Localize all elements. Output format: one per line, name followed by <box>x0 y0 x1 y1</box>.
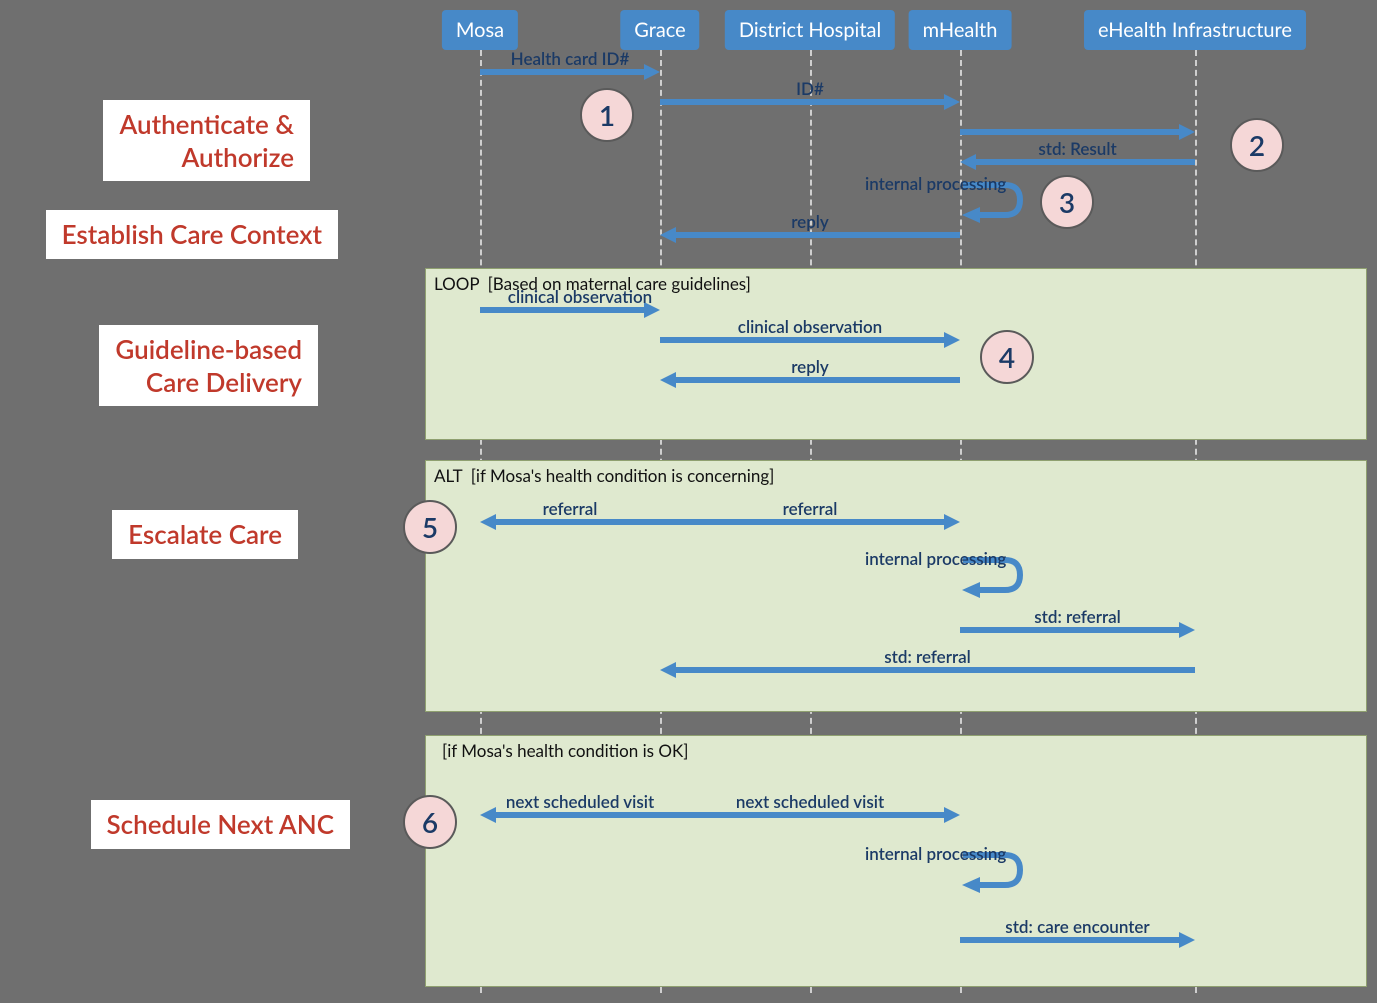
msg-label: clinical observation <box>738 316 882 337</box>
msg-label: next scheduled visit <box>506 791 654 812</box>
section-label-text: Escalate Care <box>128 518 282 550</box>
msg-label: internal processing <box>865 548 1006 569</box>
frame-condition: [if Mosa's health condition is OK] <box>442 740 688 761</box>
participant-grace: Grace <box>620 10 699 50</box>
msg-label: referral <box>783 498 838 519</box>
section-label-text: Guideline-based Care Delivery <box>115 333 302 398</box>
participant-label: eHealth Infrastructure <box>1098 18 1292 42</box>
msg-label: std: referral <box>1034 606 1121 627</box>
section-schedule: Schedule Next ANC <box>91 800 350 849</box>
step-badge-number: 4 <box>999 340 1015 374</box>
step-badge-number: 6 <box>422 805 438 839</box>
participant-label: mHealth <box>923 18 998 42</box>
participant-ehealth: eHealth Infrastructure <box>1084 10 1306 50</box>
section-label-text: Establish Care Context <box>62 218 322 250</box>
section-guideline: Guideline-based Care Delivery <box>99 325 318 406</box>
frame-condition: [if Mosa's health condition is concernin… <box>471 465 775 486</box>
msg-label: reply <box>791 211 829 232</box>
msg-label: Health card ID# <box>511 48 630 69</box>
msg-label: ID# <box>796 78 824 99</box>
msg-label: internal processing <box>865 843 1006 864</box>
participant-label: Grace <box>634 18 685 42</box>
step-badge-5: 5 <box>403 500 457 554</box>
step-badge-4: 4 <box>980 330 1034 384</box>
participant-mhealth: mHealth <box>909 10 1012 50</box>
frame-title: ALT [if Mosa's health condition is concer… <box>434 465 774 486</box>
participant-label: Mosa <box>456 18 504 42</box>
step-badge-number: 5 <box>422 510 438 544</box>
step-badge-number: 2 <box>1249 128 1265 162</box>
msg-label: internal processing <box>865 173 1006 194</box>
participant-hospital: District Hospital <box>725 10 895 50</box>
section-escalate: Escalate Care <box>112 510 298 559</box>
msg-label: std: referral <box>884 646 971 667</box>
msg-label: next scheduled visit <box>736 791 884 812</box>
msg-label: clinical observation <box>508 286 652 307</box>
participant-mosa: Mosa <box>442 10 518 50</box>
participant-label: District Hospital <box>739 18 881 42</box>
step-badge-2: 2 <box>1230 118 1284 172</box>
step-badge-number: 3 <box>1059 185 1075 219</box>
frame-title: [if Mosa's health condition is OK] <box>434 740 688 761</box>
step-badge-number: 1 <box>599 98 615 132</box>
section-auth: Authenticate & Authorize <box>103 100 310 181</box>
frame-keyword: LOOP <box>434 273 480 294</box>
msg-label: std: care encounter <box>1005 916 1149 937</box>
step-badge-6: 6 <box>403 795 457 849</box>
section-label-text: Schedule Next ANC <box>107 808 334 840</box>
frame-keyword: ALT <box>434 465 463 486</box>
step-badge-1: 1 <box>580 88 634 142</box>
msg-label: std: Result <box>1038 138 1116 159</box>
msg-label: reply <box>791 356 829 377</box>
section-label-text: Authenticate & Authorize <box>119 108 294 173</box>
section-context: Establish Care Context <box>46 210 338 259</box>
msg-label: referral <box>543 498 598 519</box>
step-badge-3: 3 <box>1040 175 1094 229</box>
